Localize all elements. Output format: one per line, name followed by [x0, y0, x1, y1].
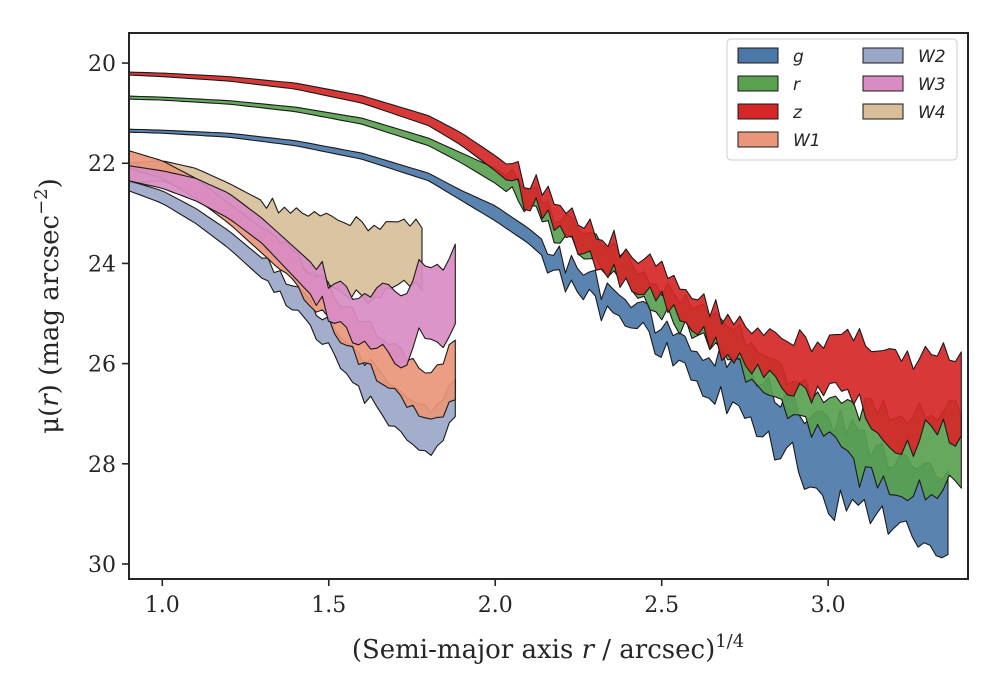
- band-w2: [128, 180, 456, 456]
- y-tick-label: 20: [88, 52, 116, 77]
- legend-swatch-z: [737, 103, 779, 120]
- x-axis-label: (Semi-major axis r / arcsec)1/4: [352, 631, 744, 665]
- band-g: [128, 128, 949, 559]
- x-tick-label: 1.0: [145, 593, 180, 618]
- y-tick-label: 24: [88, 252, 116, 277]
- legend-label-w4: W4: [918, 103, 946, 123]
- legend-swatch-g: [737, 47, 779, 64]
- x-tick-label: 3.0: [811, 593, 846, 618]
- y-axis-label: μ(r) (mag arcsec−2): [31, 178, 65, 434]
- legend-swatch-w2: [862, 47, 904, 64]
- x-axis-ticks: 1.0 1.5 2.0 2.5 3.0: [145, 579, 846, 618]
- band-r: [128, 95, 962, 502]
- legend-swatch-w3: [862, 75, 904, 92]
- legend-swatch-r: [737, 75, 779, 92]
- legend: grz W1 W2 W3 W4: [726, 38, 958, 161]
- legend-label-w2: W2: [918, 47, 946, 67]
- legend-label-w3: W3: [918, 75, 946, 95]
- y-tick-label: 30: [88, 553, 116, 578]
- legend-label-z: z: [792, 103, 803, 123]
- x-tick-label: 2.0: [478, 593, 513, 618]
- legend-label-g: g: [793, 47, 804, 67]
- legend-label-r: r: [793, 75, 801, 95]
- y-tick-label: 26: [88, 353, 116, 378]
- legend-swatch-w1: [737, 131, 779, 148]
- x-tick-label: 2.5: [644, 593, 679, 618]
- y-axis-ticks: 20 22 24 26 28 30: [88, 52, 129, 578]
- y-tick-label: 22: [88, 152, 116, 177]
- band-z: [128, 71, 962, 457]
- legend-swatch-w4: [862, 103, 904, 120]
- y-tick-label: 28: [88, 453, 116, 478]
- plot-frame: [128, 32, 969, 580]
- band-w3: [128, 165, 456, 369]
- x-tick-label: 1.5: [311, 593, 346, 618]
- legend-label-w1: W1: [793, 131, 821, 151]
- legend-box: [726, 38, 958, 161]
- bands-layer: [128, 71, 962, 559]
